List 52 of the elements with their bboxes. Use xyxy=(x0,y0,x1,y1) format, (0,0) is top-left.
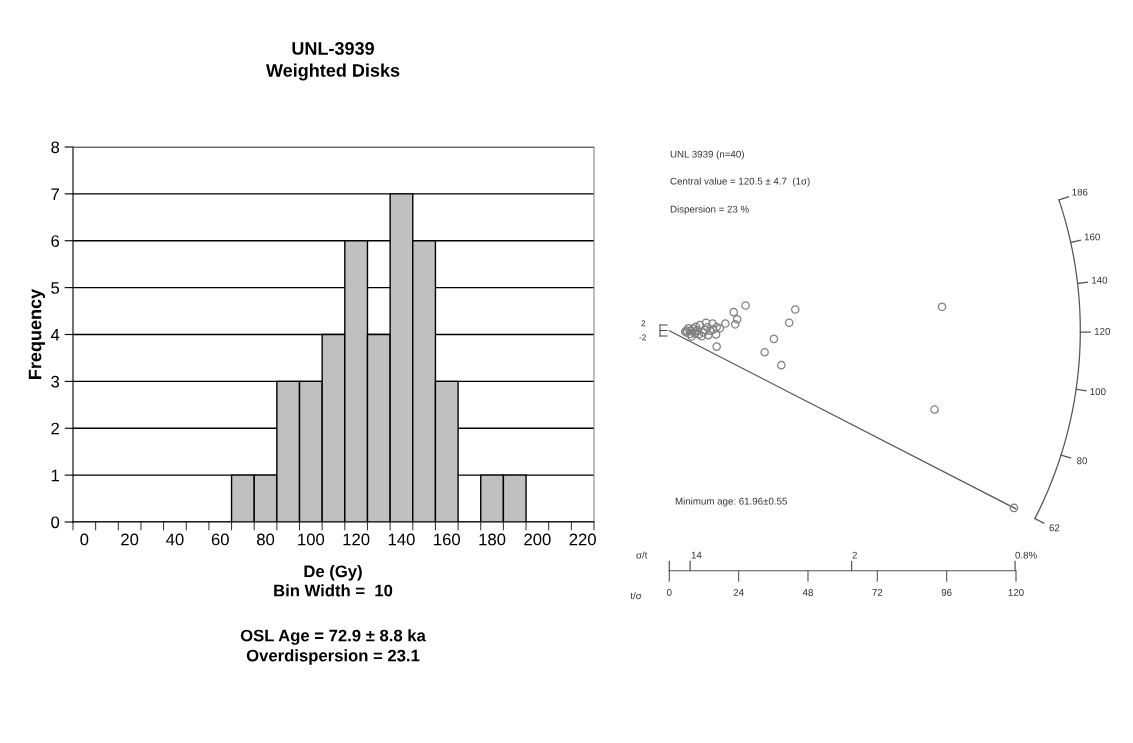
text: 2 xyxy=(641,320,646,327)
annotation: 0.8% xyxy=(1015,551,1037,559)
text: Bin Width = 10 xyxy=(274,584,393,597)
annotation: Minimum age: 61.96±0.55 xyxy=(675,497,787,507)
text: σ/t xyxy=(636,551,648,559)
y-tick-label: 2 xyxy=(51,422,59,435)
x-axis-title: t/σ xyxy=(630,592,642,600)
x-tick-label: 96 xyxy=(941,589,952,596)
x-tick-label: 0 xyxy=(666,589,672,596)
text: 62 xyxy=(1049,524,1060,532)
x-tick-label: 120 xyxy=(1008,589,1024,596)
text: Central value = 120.5 ± 4.7 (1σ) xyxy=(670,177,810,187)
x-tick-label: 200 xyxy=(524,533,551,546)
x-tick-label: 60 xyxy=(211,533,229,546)
y-tick-label: 4 xyxy=(50,329,60,341)
x-tick-label: 180 xyxy=(479,533,506,546)
y-axis-title: Frequency xyxy=(28,288,45,379)
text: 100 xyxy=(1090,388,1106,396)
x-tick-label: 100 xyxy=(298,533,325,546)
x-tick-label: 140 xyxy=(388,533,415,546)
x-axis-title: De (Gy) xyxy=(304,565,362,581)
text: UNL 3939 (n=40) xyxy=(670,150,744,160)
x-tick-label: 0 xyxy=(80,533,89,546)
text: 140 xyxy=(1092,276,1108,284)
x-tick-label: 160 xyxy=(434,533,461,546)
x-tick-label: 80 xyxy=(257,533,275,546)
text: 80 xyxy=(1077,457,1088,465)
y-tick-label: 3 xyxy=(51,375,60,388)
annotation: 2 xyxy=(852,551,857,559)
text: Dispersion = 23 % xyxy=(670,205,749,215)
y-tick-label: 6 xyxy=(51,235,60,247)
x-tick-label: 120 xyxy=(343,533,370,546)
text: Overdispersion = 23.1 xyxy=(246,649,420,665)
y-tick-label: 1 xyxy=(51,469,59,482)
x-tick-label: 72 xyxy=(872,589,883,596)
y-tick-label: 8 xyxy=(51,141,60,154)
text: 186 xyxy=(1072,188,1088,196)
chart-subtitle: Weighted Disks xyxy=(265,63,400,81)
text: -2 xyxy=(639,334,646,341)
x-tick-label: 24 xyxy=(733,589,744,596)
y-tick-label: 0 xyxy=(51,516,60,529)
x-tick-label: 220 xyxy=(569,533,596,546)
x-tick-label: 20 xyxy=(121,533,139,546)
text: 120 xyxy=(1094,327,1111,335)
x-tick-label: 48 xyxy=(802,589,813,596)
x-tick-label: 40 xyxy=(166,533,184,546)
annotation: 14 xyxy=(691,551,702,559)
chart-title: UNL-3939 xyxy=(292,42,374,55)
text: 160 xyxy=(1084,233,1100,241)
y-tick-label: 7 xyxy=(51,188,59,200)
text: OSL Age = 72.9 ± 8.8 ka xyxy=(240,629,426,645)
y-tick-label: 5 xyxy=(51,282,60,294)
